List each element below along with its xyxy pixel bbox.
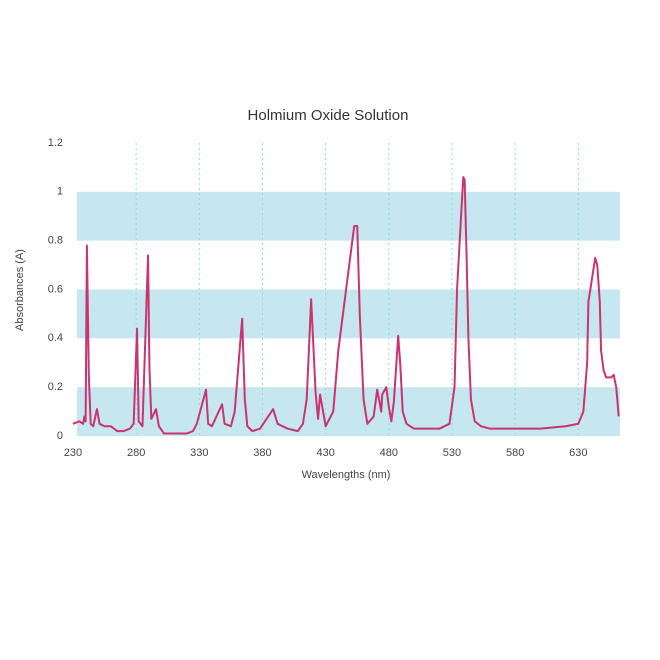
chart-title: Holmium Oxide Solution [248, 107, 409, 124]
x-tick-label: 630 [569, 447, 587, 459]
y-tick-label: 0.2 [48, 381, 63, 393]
grid-band [77, 191, 620, 241]
x-tick-label: 430 [316, 447, 334, 459]
x-tick-label: 280 [127, 447, 145, 459]
y-tick-label: 0.8 [48, 235, 63, 247]
data-line [72, 176, 620, 435]
y-tick-label: 1.2 [48, 137, 63, 149]
y-tick-label: 0.6 [48, 283, 63, 295]
grid-band [77, 289, 620, 339]
y-axis-label: Absorbances (A) [14, 249, 26, 331]
x-axis-label: Wavelengths (nm) [302, 469, 391, 481]
x-tick-label: 580 [506, 447, 524, 459]
x-tick-label: 480 [380, 447, 398, 459]
x-tick-label: 330 [190, 447, 208, 459]
x-tick-label: 380 [253, 447, 271, 459]
x-tick-label: 530 [443, 447, 461, 459]
y-tick-label: 1 [57, 186, 63, 198]
y-tick-label: 0 [57, 430, 63, 442]
y-tick-label: 0.4 [48, 332, 63, 344]
x-tick-label: 230 [64, 447, 82, 459]
